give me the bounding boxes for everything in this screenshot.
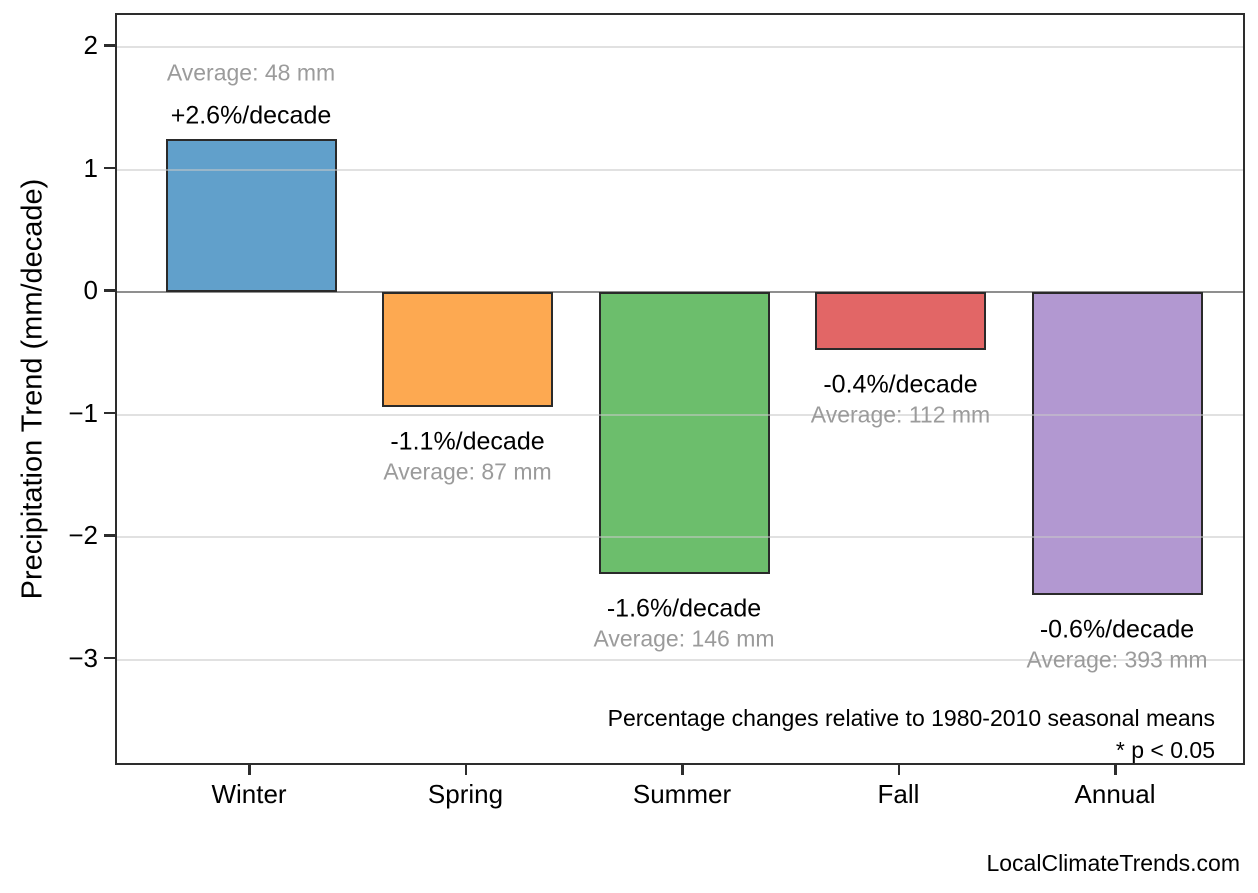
x-tick-label-fall: Fall bbox=[877, 779, 920, 809]
x-tick-mark bbox=[248, 765, 251, 775]
bar-value-label: +2.6%/decade bbox=[170, 101, 332, 130]
y-tick-mark bbox=[104, 166, 115, 169]
bar-value-label: -0.6%/decade bbox=[1039, 615, 1195, 644]
x-tick-mark bbox=[897, 765, 900, 775]
annotation-note: Percentage changes relative to 1980-2010… bbox=[607, 705, 1215, 731]
bar-summer bbox=[598, 292, 770, 574]
bar-average-label: Average: 146 mm bbox=[593, 625, 775, 652]
x-tick-mark bbox=[681, 765, 684, 775]
y-tick-mark bbox=[104, 44, 115, 47]
x-tick-label-summer: Summer bbox=[632, 779, 732, 809]
y-tick-mark bbox=[104, 534, 115, 537]
y-tick-label: 2 bbox=[83, 30, 98, 60]
gridline bbox=[117, 413, 1243, 416]
watermark-text: LocalClimateTrends.com bbox=[986, 850, 1240, 876]
bar-fall bbox=[815, 292, 986, 350]
plot-area: Percentage changes relative to 1980-2010… bbox=[115, 13, 1245, 765]
bar-winter bbox=[165, 138, 337, 292]
x-tick-label-winter: Winter bbox=[211, 779, 287, 809]
y-tick-mark bbox=[104, 656, 115, 659]
bar-annual bbox=[1031, 292, 1203, 595]
bar-spring bbox=[382, 292, 553, 408]
bar-value-label: -1.1%/decade bbox=[390, 427, 545, 456]
bar-average-label: Average: 393 mm bbox=[1026, 646, 1208, 673]
annotation-significance-note: * p < 0.05 bbox=[1115, 737, 1215, 763]
y-tick-label: 1 bbox=[83, 152, 98, 183]
bar-average-label: Average: 48 mm bbox=[166, 59, 336, 86]
bar-value-label: -1.6%/decade bbox=[606, 594, 762, 623]
y-tick-label: 0 bbox=[83, 275, 98, 305]
bar-average-label: Average: 87 mm bbox=[383, 458, 552, 485]
y-tick-label: −1 bbox=[68, 397, 98, 428]
y-tick-label: −3 bbox=[68, 642, 98, 673]
x-tick-mark bbox=[464, 765, 467, 775]
y-tick-mark bbox=[104, 411, 115, 414]
bar-value-label: -0.4%/decade bbox=[823, 370, 978, 399]
bar-average-label: Average: 112 mm bbox=[810, 401, 991, 428]
x-tick-label-annual: Annual bbox=[1074, 779, 1156, 809]
gridline bbox=[117, 46, 1243, 48]
gridline bbox=[117, 168, 1243, 171]
x-tick-label-spring: Spring bbox=[427, 779, 504, 809]
gridline bbox=[117, 536, 1243, 538]
gridline bbox=[117, 658, 1243, 661]
x-tick-mark bbox=[1114, 765, 1117, 775]
y-tick-mark bbox=[104, 289, 115, 292]
y-tick-label: −2 bbox=[68, 520, 98, 550]
